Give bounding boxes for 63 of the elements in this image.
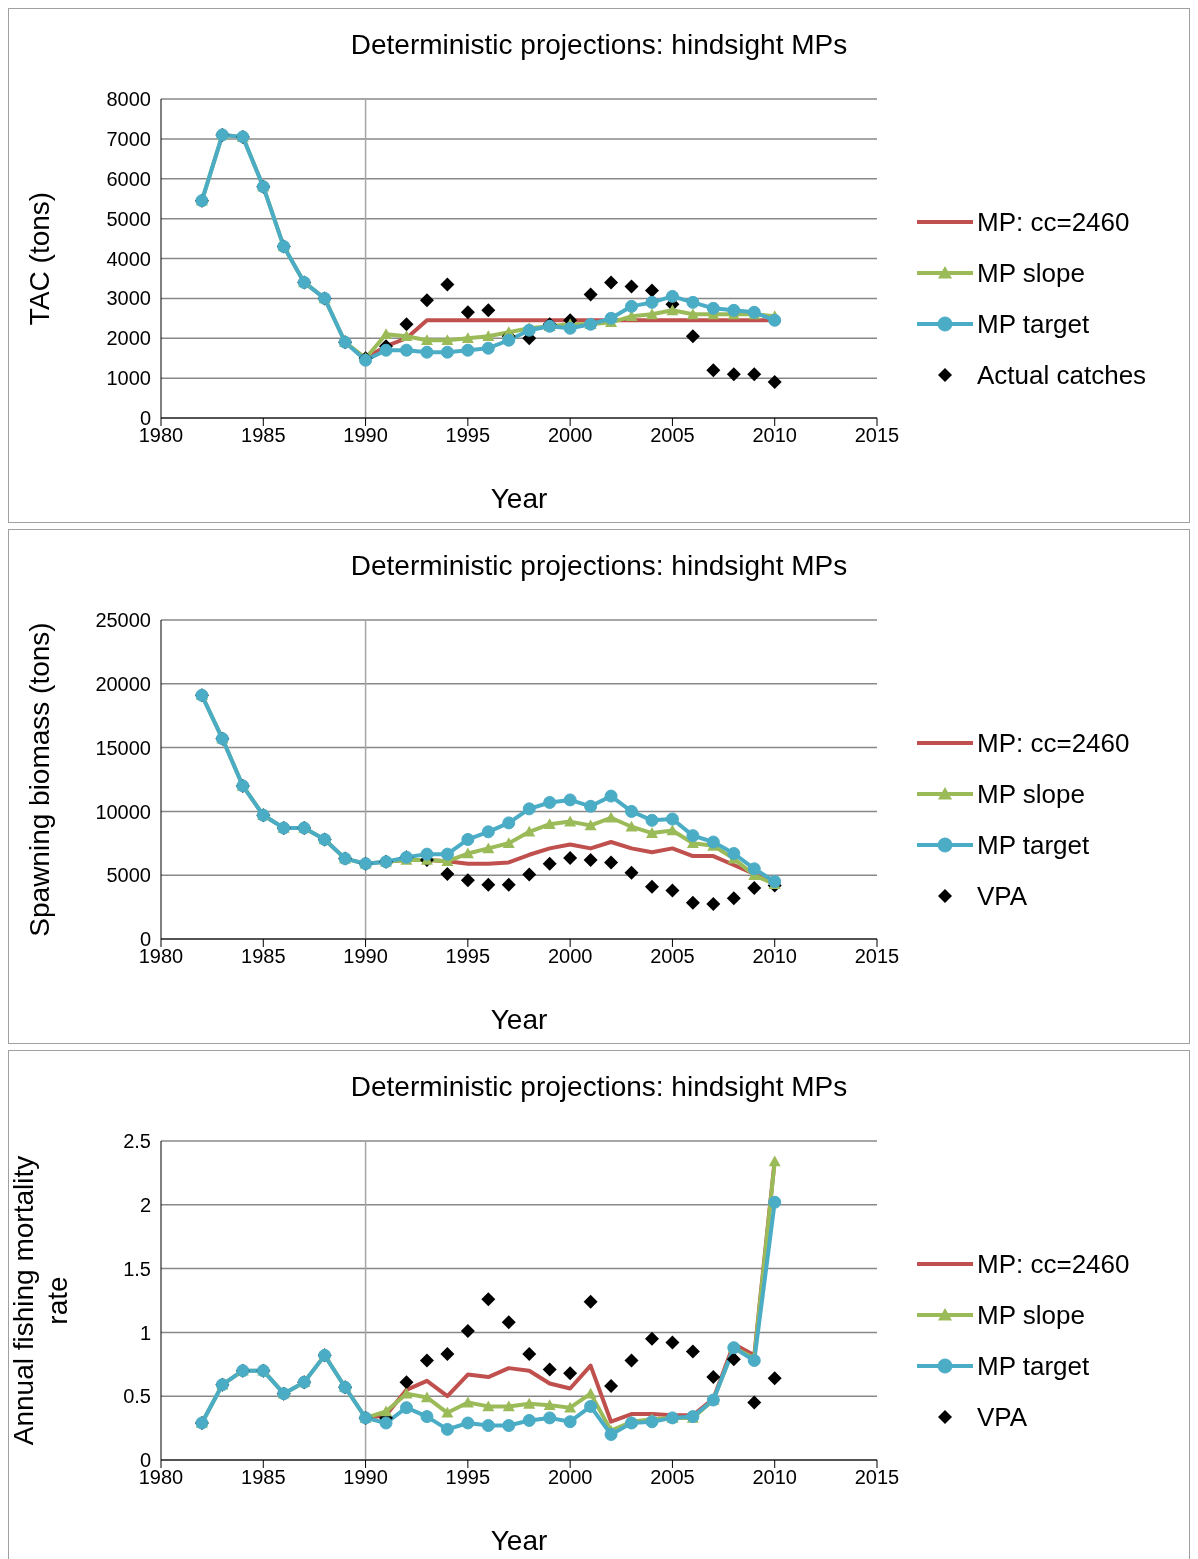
legend-label: MP target bbox=[977, 1350, 1090, 1382]
x-tick-label: 2005 bbox=[650, 945, 695, 968]
y-tick-label: 2 bbox=[139, 1193, 151, 1216]
x-tick-label: 2000 bbox=[547, 945, 593, 968]
y-tick-label: 10000 bbox=[95, 800, 151, 823]
legend-label: VPA bbox=[977, 1401, 1028, 1433]
legend-label: MP target bbox=[977, 829, 1090, 861]
y-tick-label: 25000 bbox=[95, 609, 151, 632]
x-tick-label: 2015 bbox=[854, 1466, 900, 1489]
legend-label: MP: cc=2460 bbox=[977, 727, 1130, 759]
x-tick-label: 2010 bbox=[752, 1466, 797, 1489]
legend-label: Actual catches bbox=[977, 359, 1147, 391]
legend-label: MP slope bbox=[977, 257, 1085, 289]
y-tick-label: 15000 bbox=[95, 736, 151, 759]
x-tick-label: 1990 bbox=[343, 1466, 388, 1489]
x-axis-title: Year bbox=[490, 1004, 548, 1035]
y-axis-title: Spawning biomass (tons) bbox=[24, 622, 55, 937]
y-tick-label: 7000 bbox=[106, 127, 151, 150]
y-tick-label: 0.5 bbox=[123, 1385, 151, 1408]
y-tick-label: 1.5 bbox=[123, 1257, 151, 1280]
x-axis-title: Year bbox=[490, 483, 548, 514]
y-tick-label: 4000 bbox=[106, 247, 151, 270]
x-tick-label: 2000 bbox=[547, 1466, 593, 1489]
legend-label: MP slope bbox=[977, 1299, 1085, 1331]
x-tick-label: 2015 bbox=[854, 424, 900, 447]
legend-label: VPA bbox=[977, 880, 1028, 912]
x-tick-label: 1985 bbox=[241, 1466, 286, 1489]
x-tick-label: 2000 bbox=[547, 424, 593, 447]
y-tick-label: 5000 bbox=[106, 864, 151, 887]
x-tick-label: 2010 bbox=[752, 945, 797, 968]
y-tick-label: 1000 bbox=[106, 367, 151, 390]
y-tick-label: 3000 bbox=[106, 287, 151, 310]
x-tick-label: 2015 bbox=[854, 945, 900, 968]
x-tick-label: 1980 bbox=[138, 1466, 184, 1489]
legend-label: MP slope bbox=[977, 778, 1085, 810]
y-tick-label: 1 bbox=[139, 1321, 151, 1344]
y-axis-title: TAC (tons) bbox=[24, 191, 55, 326]
x-tick-label: 1995 bbox=[445, 424, 491, 447]
legend-label: MP target bbox=[977, 308, 1090, 340]
x-tick-label: 2005 bbox=[650, 1466, 695, 1489]
x-tick-label: 1985 bbox=[241, 945, 286, 968]
x-tick-label: 1980 bbox=[138, 424, 184, 447]
x-tick-label: 1985 bbox=[241, 424, 286, 447]
y-tick-label: 20000 bbox=[95, 672, 151, 695]
x-tick-label: 2010 bbox=[752, 424, 797, 447]
x-tick-label: 1995 bbox=[445, 1466, 491, 1489]
x-axis-title: Year bbox=[490, 1525, 548, 1556]
x-tick-label: 1980 bbox=[138, 945, 184, 968]
x-tick-label: 1990 bbox=[343, 945, 388, 968]
x-tick-label: 1990 bbox=[343, 424, 388, 447]
chart-title: Deterministic projections: hindsight MPs bbox=[349, 28, 849, 62]
x-tick-label: 2005 bbox=[650, 424, 695, 447]
legend-label: MP: cc=2460 bbox=[977, 1248, 1130, 1280]
y-tick-label: 2.5 bbox=[123, 1130, 151, 1153]
y-tick-label: 5000 bbox=[106, 207, 151, 230]
y-tick-label: 6000 bbox=[106, 167, 151, 190]
chart-title: Deterministic projections: hindsight MPs bbox=[349, 1070, 849, 1104]
x-tick-label: 1995 bbox=[445, 945, 491, 968]
chart-title: Deterministic projections: hindsight MPs bbox=[349, 549, 849, 583]
y-tick-label: 2000 bbox=[106, 327, 151, 350]
legend-label: MP: cc=2460 bbox=[977, 206, 1130, 238]
y-tick-label: 8000 bbox=[106, 88, 151, 111]
y-axis-title: Annual fishing mortality rate bbox=[8, 1155, 73, 1446]
